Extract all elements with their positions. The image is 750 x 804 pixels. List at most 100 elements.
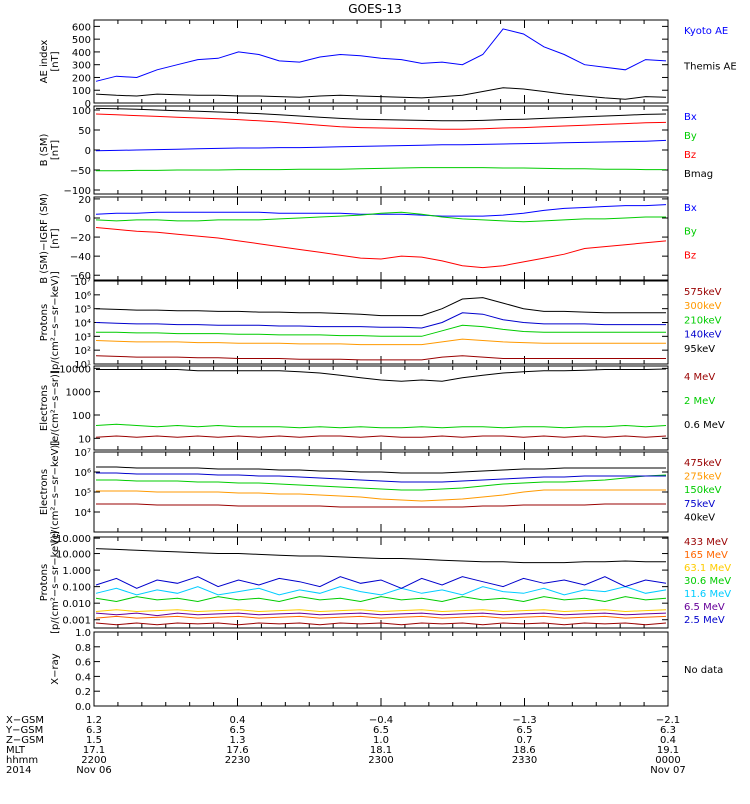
- y-tick-label: −40: [70, 252, 91, 263]
- series-line-unlabeled: [95, 548, 666, 564]
- ephemeris-row-label: Z−GSM: [6, 735, 44, 746]
- series-line-30-6-mev: [95, 596, 667, 603]
- series-line-300kev: [95, 338, 666, 346]
- y-tick-label: 10⁶: [74, 291, 91, 302]
- series-line-275kev: [96, 489, 666, 502]
- legend-label: Bz: [684, 250, 696, 261]
- legend-label: 75keV: [684, 499, 715, 510]
- y-tick-label: 100: [72, 106, 91, 117]
- legend-label: 40keV: [684, 512, 715, 523]
- panel-5: 10000 1000 100 10 Electrons [e/(cm²−s−sr)] 4 M…: [39, 364, 725, 451]
- ephemeris-value: 2300: [368, 755, 393, 766]
- legend-label: Themis AE: [683, 62, 737, 73]
- ephemeris-value: 2330: [512, 755, 537, 766]
- y-tick-label: 10⁵: [74, 488, 91, 499]
- series-line-63-1-mev: [95, 609, 667, 613]
- series-line-150kev: [96, 474, 667, 491]
- legend-label: 11.6 MeV: [684, 589, 731, 600]
- legend-label: Bmag: [684, 169, 713, 180]
- ephemeris-value: 0.4: [230, 715, 246, 726]
- legend-label: 2.5 MeV: [684, 615, 725, 626]
- ephemeris-row-label: X−GSM: [6, 715, 44, 726]
- legend-label: 140keV: [684, 330, 722, 341]
- panel-frame: [93, 196, 669, 281]
- panel-frame: [93, 280, 669, 365]
- series-line-575kev: [95, 355, 666, 361]
- y-tick-label: 0.8: [75, 643, 91, 654]
- legend-label: 210keV: [684, 315, 722, 326]
- y-tick-label: 400: [72, 48, 91, 59]
- ephemeris-value: 1.3: [230, 735, 246, 746]
- y-tick-label: 10⁴: [74, 319, 91, 330]
- y-axis-title: [nT]: [50, 228, 61, 248]
- y-tick-label: 0.0: [75, 702, 91, 713]
- series-line-by: [95, 211, 666, 223]
- legend-label: 475keV: [684, 458, 722, 469]
- legend-label: 165 MeV: [684, 550, 728, 561]
- y-axis-title: Protons: [39, 304, 50, 341]
- y-tick-label: 10: [78, 434, 91, 445]
- y-tick-label: 20: [78, 195, 91, 206]
- y-tick-label: 0.2: [75, 687, 91, 698]
- y-tick-label: 500: [72, 35, 91, 46]
- series-line-210kev: [96, 324, 666, 337]
- legend-label: 300keV: [684, 301, 722, 312]
- ephemeris-value: 17.6: [226, 745, 248, 756]
- y-tick-label: 50: [78, 126, 91, 137]
- y-tick-label: 10.000: [56, 534, 91, 545]
- y-tick-label: 10.000: [56, 550, 91, 561]
- y-axis-title: X−ray: [50, 653, 61, 684]
- series-line-themis-ae: [95, 87, 667, 100]
- ephemeris-row-label: 2014: [6, 765, 31, 776]
- series-line-165-mev: [95, 615, 667, 619]
- series-line-140kev: [95, 312, 666, 329]
- ephemeris-value: 18.1: [370, 745, 392, 756]
- y-axis-title: [e/(cm²−s−sr−keV)]: [50, 441, 61, 544]
- panel-6: 10⁷ 10⁶ 10⁵ 10⁴ Electrons [e/(cm²−s−sr−keV)] 4…: [39, 441, 722, 544]
- y-axis-title: [nT]: [50, 140, 61, 160]
- y-axis-title: [p/(cm²−s−sr−keV)]: [50, 271, 61, 374]
- series-line-bx: [95, 204, 667, 217]
- legend-label: 575keV: [684, 287, 722, 298]
- legend-label: 4 MeV: [684, 372, 715, 383]
- series-line-11-6-mev: [95, 586, 667, 596]
- series-line-95kev: [95, 297, 666, 317]
- y-tick-label: 10²: [74, 346, 91, 357]
- series-line-by: [96, 167, 666, 172]
- ephemeris-value: 19.1: [657, 745, 679, 756]
- ephemeris-value: 6.3: [660, 725, 676, 736]
- y-tick-label: 0: [85, 99, 91, 110]
- legend-label: 95keV: [684, 344, 715, 355]
- y-tick-label: 10⁷: [74, 448, 91, 459]
- legend-label: Bx: [684, 112, 697, 123]
- series-line-bmag: [95, 107, 667, 122]
- panel-frame: [93, 19, 669, 104]
- y-tick-label: 10³: [74, 332, 91, 343]
- series-line-2-mev: [95, 423, 667, 429]
- series-line-4-mev: [95, 435, 667, 438]
- y-tick-label: 1.000: [62, 566, 91, 577]
- y-tick-label: 10¹: [74, 360, 91, 371]
- ephemeris-value: −2.1: [656, 715, 680, 726]
- y-tick-label: 10⁵: [74, 305, 91, 316]
- ephemeris-value: 6.3: [86, 725, 102, 736]
- panel-3: 20 0 −20 −40 −60 B (SM)−IGRF (SM) [nT] Bx By Bz: [39, 193, 697, 284]
- panel-7: 10.000 10.000 1.000 0.100 0.010 0.001 Protons[…: [39, 531, 731, 634]
- ephemeris-value: 0000: [655, 755, 680, 766]
- series-line-0-6-mev: [96, 368, 667, 382]
- y-tick-label: 0.6: [75, 658, 91, 669]
- series-line-bz: [95, 113, 667, 130]
- ephemeris-value: −0.4: [369, 715, 393, 726]
- series-line-6-5-mev: [95, 612, 667, 617]
- y-axis-title: Protons: [39, 564, 50, 601]
- y-axis-title: Electrons: [39, 469, 50, 515]
- ephemeris-value: Nov 06: [76, 765, 111, 776]
- y-tick-label: 0.4: [75, 672, 91, 683]
- series-line-bz: [95, 227, 667, 269]
- series-line-75kev: [96, 472, 666, 483]
- legend-label: Bx: [684, 203, 697, 214]
- ephemeris-value: 6.5: [373, 725, 389, 736]
- y-tick-label: 0.100: [62, 583, 91, 594]
- series-line-475kev: [96, 503, 666, 508]
